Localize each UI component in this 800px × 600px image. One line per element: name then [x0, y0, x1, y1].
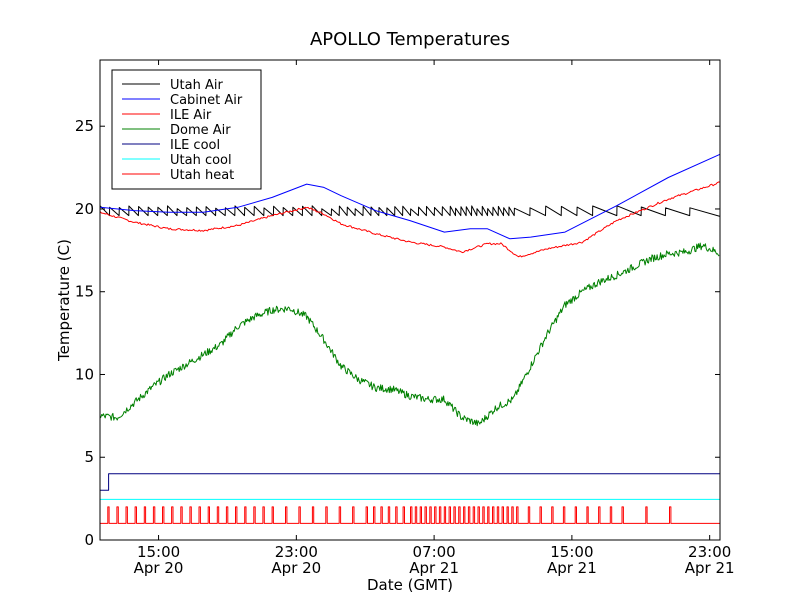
legend-label-dome-air: Dome Air	[170, 123, 231, 138]
legend-label-utah-heat: Utah heat	[170, 168, 234, 183]
legend-label-ile-cool: ILE cool	[170, 138, 220, 153]
chart-title: APOLLO Temperatures	[310, 29, 510, 50]
series-line-dome-air	[99, 242, 720, 427]
series-line-ile-cool	[100, 473, 720, 491]
plot-area	[99, 153, 721, 524]
legend-label-cabinet-air: Cabinet Air	[170, 93, 243, 108]
x-tick-label-time: 23:00	[688, 543, 731, 561]
y-tick-label: 10	[75, 365, 94, 383]
series-line-cabinet-air	[99, 153, 721, 240]
x-tick-label-time: 15:00	[550, 543, 593, 561]
legend-label-utah-cool: Utah cool	[170, 153, 232, 168]
x-tick-label-time: 23:00	[275, 543, 318, 561]
x-tick-label-date: Apr 21	[409, 559, 459, 577]
x-tick-label-date: Apr 20	[134, 559, 184, 577]
y-tick-label: 20	[75, 200, 94, 218]
y-tick-label: 0	[84, 531, 94, 549]
x-tick-label-date: Apr 21	[685, 559, 735, 577]
x-tick-label-date: Apr 21	[547, 559, 597, 577]
legend-label-ile-air: ILE Air	[170, 108, 212, 123]
y-tick-label: 15	[75, 283, 94, 301]
y-tick-label: 5	[84, 448, 94, 466]
y-tick-label: 25	[75, 117, 94, 135]
x-axis-label: Date (GMT)	[367, 576, 453, 594]
x-tick-label-time: 07:00	[412, 543, 455, 561]
legend-label-utah-air: Utah Air	[170, 78, 223, 93]
series-line-ile-air	[99, 181, 720, 258]
x-tick-label-date: Apr 20	[271, 559, 321, 577]
plot-frame	[99, 59, 721, 541]
series-line-utah-air	[99, 205, 721, 217]
series-line-utah-heat	[100, 506, 720, 524]
y-axis-label: Temperature (C)	[55, 239, 73, 362]
x-tick-label-time: 15:00	[137, 543, 180, 561]
